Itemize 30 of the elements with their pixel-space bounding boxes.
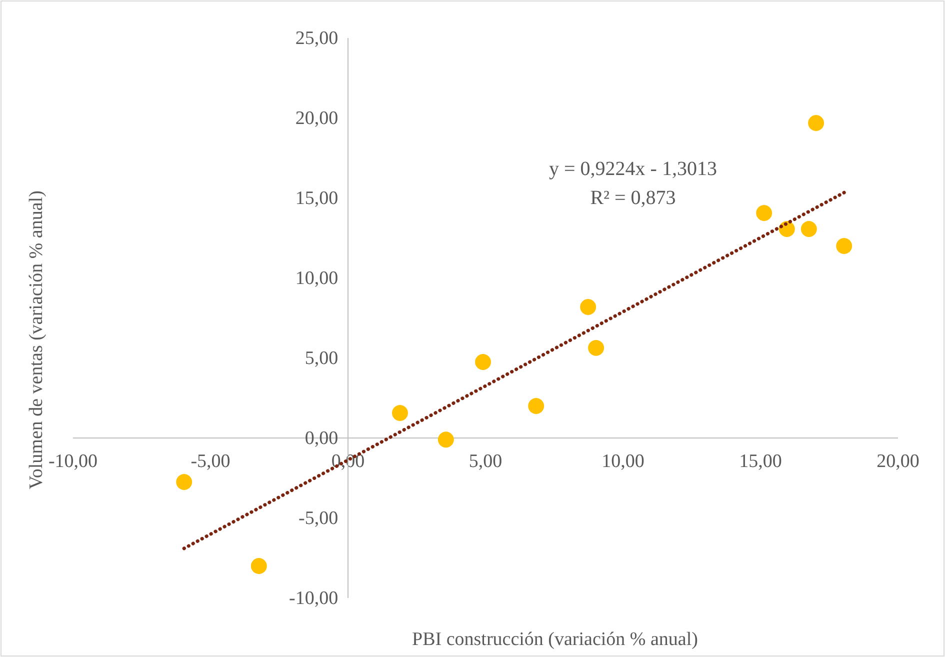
y-tick-label: -10,00 (289, 588, 338, 610)
y-tick-label: 0,00 (304, 428, 338, 450)
point (836, 238, 852, 254)
point (475, 354, 492, 370)
y-tick-label: 25,00 (295, 28, 338, 50)
x-tick-label: -5,00 (190, 450, 230, 472)
y-tick-label: 10,00 (295, 268, 338, 290)
x-tick-label: -10,00 (48, 450, 98, 472)
point (808, 114, 824, 131)
y-axis-title: Volumen de ventas (variación % anual) (26, 190, 47, 490)
point (176, 474, 192, 490)
x-tick-label: 10,00 (602, 450, 644, 472)
point (588, 340, 604, 356)
x-tick-label: 15,00 (739, 450, 782, 472)
point (250, 558, 267, 574)
point (800, 221, 817, 238)
x-tick-label: 5,00 (468, 450, 502, 472)
annotation: y = 0,9224x - 1,3013 (549, 158, 717, 180)
y-tick-label: 20,00 (295, 108, 338, 130)
point (392, 405, 408, 422)
x-tick-label: 20,00 (876, 450, 920, 472)
y-tick-label: 15,00 (295, 188, 338, 210)
point (528, 398, 544, 414)
x-axis-title: PBI construcción (variación % anual) (412, 629, 698, 650)
point (756, 205, 772, 222)
y-tick-label: -5,00 (298, 508, 338, 530)
annotation: R² = 0,873 (590, 187, 676, 209)
point (580, 298, 596, 315)
y-tick-label: 5,00 (304, 348, 338, 370)
point (438, 432, 454, 448)
